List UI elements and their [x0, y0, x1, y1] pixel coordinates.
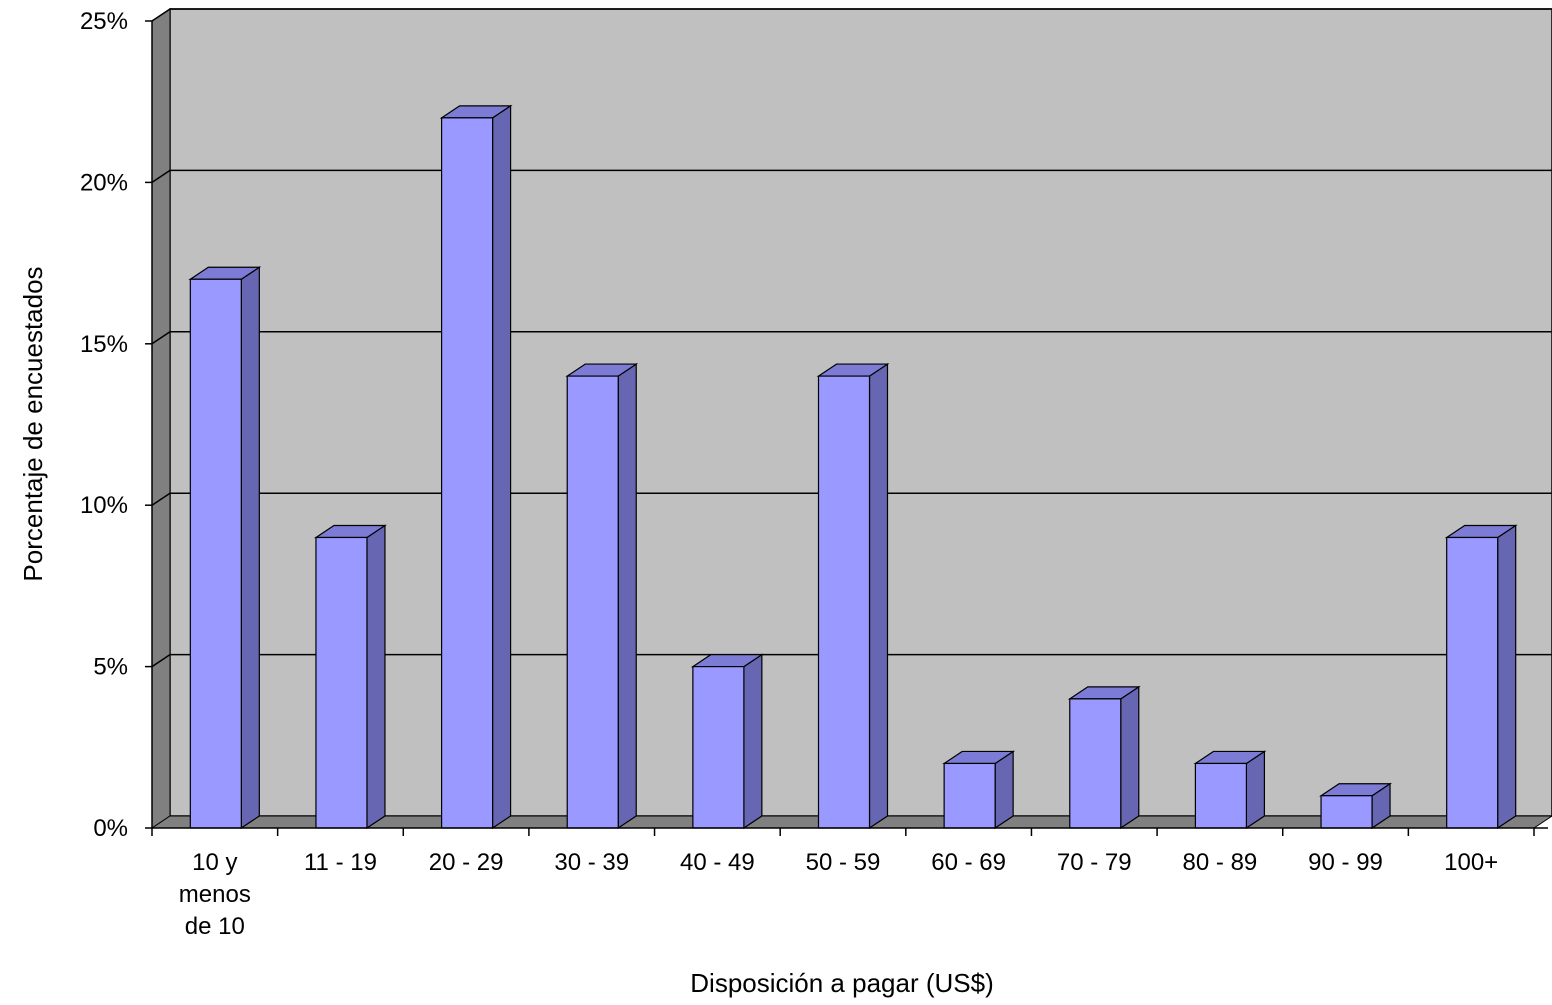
x-tick-label-line: 20 - 29 — [429, 849, 504, 876]
bar-front — [692, 665, 745, 829]
bar-front — [440, 117, 494, 829]
bar — [565, 362, 639, 830]
gridline — [151, 653, 1552, 668]
bar-front — [1320, 795, 1373, 829]
x-tick-label: 80 - 89 — [1183, 849, 1258, 876]
bar-side — [743, 653, 763, 830]
y-tick-label: 10% — [80, 492, 128, 519]
bar-front — [566, 375, 619, 829]
x-tick-label-line: 70 - 79 — [1057, 849, 1132, 876]
x-tick-label-line: menos — [179, 881, 251, 908]
y-tick-label: 0% — [93, 815, 128, 842]
bar-side — [366, 524, 386, 830]
bar — [690, 653, 764, 830]
x-tick-label-line: 80 - 89 — [1183, 849, 1258, 876]
gridlines — [151, 8, 1552, 668]
bar-side — [240, 266, 260, 830]
x-tick-label-line: 100+ — [1444, 849, 1498, 876]
bar-front — [1446, 536, 1499, 829]
y-tick-label: 25% — [80, 8, 128, 35]
x-tick-label-line: 90 - 99 — [1308, 849, 1383, 876]
x-tick-label: 11 - 19 — [304, 849, 377, 876]
y-tick-label: 20% — [80, 169, 128, 196]
bar — [439, 104, 513, 830]
bar-front — [315, 536, 368, 829]
x-tick-label: 60 - 69 — [931, 849, 1006, 876]
x-tick-label-line: 60 - 69 — [931, 849, 1006, 876]
bar — [942, 750, 1016, 830]
gridline — [151, 169, 1552, 184]
bar-front — [943, 762, 996, 829]
x-tick-label-line: 40 - 49 — [680, 849, 755, 876]
bar-side — [868, 362, 889, 830]
x-tick-label: 10 y menos de 10 — [179, 849, 251, 940]
x-tick-labels: 10 y menos de 10 11 - 19 20 - 29 30 - 39 40 - … — [179, 849, 1498, 940]
bar-side — [1497, 524, 1517, 830]
gridline — [151, 492, 1552, 506]
x-tick-label: 50 - 59 — [806, 849, 881, 876]
bar-side — [1120, 685, 1140, 830]
side-wall — [151, 8, 171, 829]
y-axis-title: Porcentaje de encuestados — [18, 266, 48, 581]
bar-front — [189, 278, 242, 829]
x-tick-label-line: 30 - 39 — [554, 849, 629, 876]
x-tick-label: 20 - 29 — [429, 849, 504, 876]
bar — [816, 362, 890, 830]
bar-side — [994, 750, 1014, 830]
bar — [1444, 524, 1518, 830]
gridline — [151, 331, 1552, 345]
bar-front — [1194, 762, 1248, 829]
x-tick-label-line: 10 y — [192, 849, 237, 876]
x-tick-label-line: de 10 — [185, 913, 245, 940]
bar — [313, 524, 387, 830]
bar — [188, 266, 262, 830]
x-tick-label: 40 - 49 — [680, 849, 755, 876]
x-tick-label: 70 - 79 — [1057, 849, 1132, 876]
bar-front — [817, 375, 871, 829]
x-tick-label: 100+ — [1444, 849, 1498, 876]
x-tick-label: 90 - 99 — [1308, 849, 1383, 876]
x-tick-label-line: 50 - 59 — [806, 849, 881, 876]
bar-side — [1245, 750, 1266, 830]
bar — [1067, 685, 1141, 830]
gridline — [151, 8, 1552, 22]
bar-side — [617, 362, 637, 830]
axes — [145, 20, 1548, 836]
bars — [188, 104, 1518, 830]
y-tick-label: 15% — [80, 331, 128, 358]
bar-side — [491, 104, 512, 830]
x-tick-label: 30 - 39 — [554, 849, 629, 876]
y-tick-labels: 0% 5% 10% 15% 20% 25% — [80, 8, 128, 842]
bar — [1193, 750, 1267, 830]
bar-front — [1069, 698, 1122, 829]
bar — [1319, 782, 1393, 830]
x-tick-label-line: 11 - 19 — [304, 849, 377, 876]
y-tick-label: 5% — [93, 654, 128, 681]
x-axis-title: Disposición a pagar (US$) — [690, 968, 993, 998]
